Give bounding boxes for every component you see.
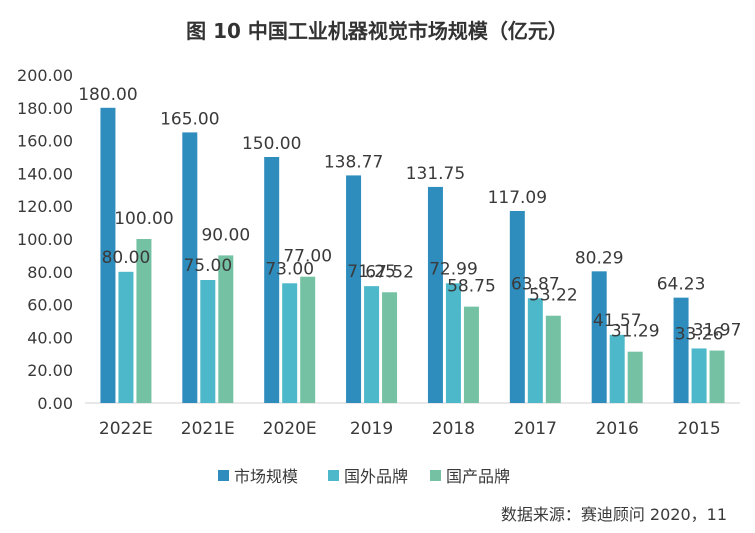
x-tick-label: 2019 [350, 419, 393, 439]
bar-domestic [300, 276, 316, 403]
bar-domestic [627, 351, 643, 403]
data-label: 150.00 [242, 134, 301, 154]
bar-domestic [463, 306, 479, 403]
data-label: 90.00 [201, 225, 250, 245]
x-tick-label: 2015 [677, 419, 720, 439]
x-tick-label: 2017 [514, 419, 557, 439]
data-label: 165.00 [160, 109, 219, 129]
x-tick-label: 2022E [99, 419, 153, 439]
x-tick-label: 2020E [263, 419, 317, 439]
data-label: 33.26 [675, 324, 724, 344]
bar-foreign [200, 280, 216, 403]
bar-market [509, 210, 525, 403]
data-label: 73.00 [265, 259, 314, 279]
bar-foreign [118, 271, 134, 403]
legend-swatch [218, 470, 229, 481]
data-label: 80.00 [102, 248, 151, 268]
bar-market [100, 107, 116, 404]
data-label: 31.97 [693, 321, 742, 341]
bar-market [427, 186, 443, 403]
data-label: 53.22 [529, 286, 578, 306]
data-label: 67.52 [365, 262, 414, 282]
y-tick-label: 160.00 [17, 132, 73, 151]
source-note: 数据来源：赛迪顾问 2020，11 [501, 505, 727, 524]
legend-item: 市场规模 [218, 467, 298, 486]
data-label: 77.00 [283, 247, 332, 267]
legend-label: 国产品牌 [446, 467, 510, 486]
y-tick-label: 200.00 [17, 66, 73, 85]
bar-domestic [382, 292, 398, 403]
y-tick-label: 60.00 [27, 296, 73, 315]
bar-foreign [445, 283, 461, 403]
bar-market [346, 175, 362, 403]
bar-market [673, 297, 689, 403]
bar-domestic [136, 239, 152, 403]
legend-swatch [430, 470, 441, 481]
data-label: 180.00 [78, 85, 137, 105]
x-tick-label: 2021E [181, 419, 235, 439]
legend-item: 国外品牌 [328, 467, 408, 486]
data-label: 131.75 [406, 164, 465, 184]
data-label: 31.29 [611, 322, 660, 342]
data-label: 80.29 [575, 248, 624, 268]
data-label: 75.00 [183, 256, 232, 276]
data-label: 63.87 [511, 274, 560, 294]
bar-foreign [364, 286, 380, 403]
data-label: 100.00 [114, 209, 173, 229]
y-tick-label: 80.00 [27, 263, 73, 282]
y-tick-label: 20.00 [27, 361, 73, 380]
x-tick-label: 2016 [596, 419, 639, 439]
legend-label: 市场规模 [234, 467, 298, 486]
bar-foreign [691, 348, 707, 403]
bar-domestic [218, 255, 234, 403]
y-tick-label: 0.00 [37, 394, 73, 413]
y-tick-label: 40.00 [27, 328, 73, 347]
x-tick-label: 2018 [432, 419, 475, 439]
bar-market [264, 157, 280, 403]
data-label: 64.23 [657, 275, 706, 295]
bar-foreign [282, 283, 298, 403]
chart-title: 图 10 中国工业机器视觉市场规模（亿元） [186, 19, 568, 43]
data-label: 138.77 [324, 152, 383, 172]
y-tick-label: 100.00 [17, 230, 73, 249]
legend: 市场规模 国外品牌 国产品牌 [218, 467, 510, 486]
data-label: 41.57 [593, 311, 642, 331]
bar-foreign [609, 334, 625, 403]
legend-label: 国外品牌 [344, 467, 408, 486]
bar-foreign [527, 298, 543, 403]
bar-domestic [545, 315, 561, 403]
data-label: 71.25 [347, 262, 396, 282]
y-tick-label: 120.00 [17, 197, 73, 216]
y-tick-label: 180.00 [17, 99, 73, 118]
bar-domestic [709, 350, 725, 403]
data-label: 117.09 [488, 188, 547, 208]
data-label: 72.99 [429, 259, 478, 279]
data-label: 58.75 [447, 277, 496, 297]
legend-swatch [328, 470, 339, 481]
bar-market [182, 132, 198, 403]
y-tick-label: 140.00 [17, 164, 73, 183]
legend-item: 国产品牌 [430, 467, 510, 486]
plot-area: 0.00 20.00 40.00 60.00 80.00 100.00 120.00 140.… [17, 66, 741, 439]
bar-market [591, 271, 607, 403]
